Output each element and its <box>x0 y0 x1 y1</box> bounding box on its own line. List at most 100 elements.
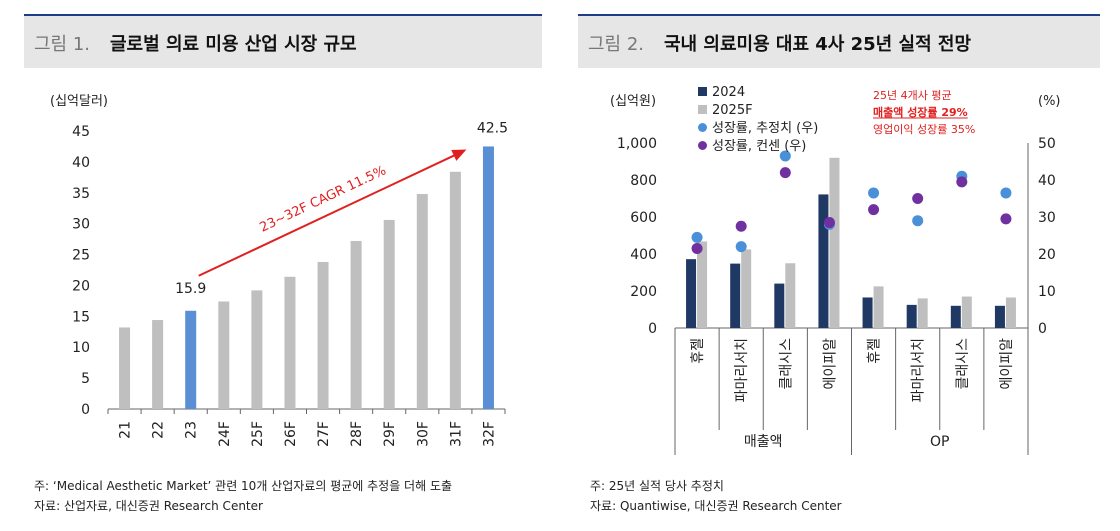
chart1-bar-21 <box>119 327 131 409</box>
chart2-bar-2024-4 <box>862 297 873 328</box>
chart1-xtick-label: 29F <box>382 421 398 447</box>
chart1-bar-28F <box>350 240 362 409</box>
chart1-bar-22 <box>152 320 164 409</box>
chart2-legend-label-2025f: 2025F <box>712 103 753 118</box>
chart2-legend-marker-2024 <box>698 87 707 96</box>
chart1-xtick-label: 23 <box>184 421 200 439</box>
figure2-header: 그림 2. 국내 의료미용 대표 4사 25년 실적 전망 <box>578 14 1100 68</box>
chart2-annotation-line-2: 매출액 성장률 29% <box>873 105 968 119</box>
chart2-category-label: 클래시스 <box>955 338 971 390</box>
chart2-legend-label-2024: 2024 <box>712 85 745 100</box>
chart2-bar-2024-0 <box>686 259 697 328</box>
chart2-left-tick-label: 800 <box>630 173 657 189</box>
chart2-legend-marker-estimate <box>698 123 707 132</box>
chart1-cagr-annotation: 23~32F CAGR 11.5% <box>258 163 389 235</box>
chart1-xtick-label: 32F <box>481 421 497 447</box>
chart2-point-consensus-1 <box>735 220 747 232</box>
figure2-panel: 그림 2. 국내 의료미용 대표 4사 25년 실적 전망 (십억원) (%) 0 2… <box>560 0 1120 531</box>
chart2-bar-2025f-6 <box>961 296 972 328</box>
chart1-bar-30F <box>416 194 428 409</box>
figure2-label: 그림 2. <box>588 34 645 55</box>
chart1-bar-32F <box>482 146 494 409</box>
chart2-point-estimate-7 <box>1000 187 1012 199</box>
chart1-xtick-label: 26F <box>283 421 299 447</box>
chart1-cagr-arrow-line <box>198 152 459 277</box>
chart2-point-consensus-0 <box>691 242 703 254</box>
chart1-xtick-label: 21 <box>118 421 134 439</box>
chart2-left-tick-label: 1,000 <box>617 136 657 152</box>
chart1-xtick-label: 28F <box>349 421 365 447</box>
chart2-bar-2025f-3 <box>829 157 840 328</box>
chart2-bar-2024-3 <box>818 194 829 328</box>
chart2-point-consensus-6 <box>956 176 968 188</box>
chart2-point-estimate-1 <box>735 241 747 253</box>
figure2-title: 국내 의료미용 대표 4사 25년 실적 전망 <box>664 34 972 55</box>
chart2-left-tick-label: 0 <box>648 321 657 337</box>
chart2-category-label: 휴젤 <box>867 338 883 364</box>
figure1-footnote: 주: ‘Medical Aesthetic Market’ 관련 10개 산업자… <box>34 479 453 493</box>
chart2-point-consensus-5 <box>912 193 924 204</box>
chart2-point-consensus-3 <box>823 217 835 229</box>
chart2-bar-2025f-0 <box>697 241 708 328</box>
chart2-point-consensus-4 <box>868 204 880 216</box>
chart2-category-label: 휴젤 <box>690 338 706 364</box>
chart2-point-consensus-2 <box>779 167 791 179</box>
chart1-ytick-label: 35 <box>72 186 90 202</box>
figure1-source: 자료: 산업자료, 대신증권 Research Center <box>34 499 263 513</box>
chart1-bar-25F <box>251 290 263 409</box>
chart1-ytick-label: 40 <box>72 155 90 171</box>
figure2-footnote: 주: 25년 실적 당사 추정치 <box>590 479 724 493</box>
chart1-ytick-label: 25 <box>72 248 90 264</box>
chart1-ytick-label: 10 <box>72 340 90 356</box>
chart2-annotation-line-1: 25년 4개사 평균 <box>873 89 952 102</box>
chart1-xtick-label: 24F <box>217 421 233 447</box>
figure1-title: 글로벌 의료 미용 산업 시장 규모 <box>110 34 357 55</box>
figure1-header: 그림 1. 글로벌 의료 미용 산업 시장 규모 <box>24 14 542 68</box>
chart1-ytick-label: 45 <box>72 124 90 140</box>
chart2-right-tick-label: 0 <box>1038 321 1047 337</box>
chart2-bar-2024-5 <box>906 304 917 328</box>
chart1-data-label-23: 15.9 <box>175 281 206 297</box>
chart2-legend-label-consensus: 성장률, 컨센 (우) <box>712 139 806 154</box>
chart1-xtick-label: 25F <box>250 421 266 447</box>
chart2-category-label: 파마리서치 <box>911 338 927 402</box>
chart1-ytick-label: 30 <box>72 217 90 233</box>
chart2-bar-2024-6 <box>950 305 961 328</box>
chart1-ytick-label: 15 <box>72 309 90 325</box>
chart2-right-tick-label: 40 <box>1038 173 1056 189</box>
chart2-left-tick-label: 200 <box>630 284 657 300</box>
chart2-right-tick-label: 10 <box>1038 284 1056 300</box>
chart1-ytick-label: 20 <box>72 278 90 294</box>
chart2-left-tick-label: 400 <box>630 247 657 263</box>
chart2-group-label-1: OP <box>930 434 949 450</box>
figure2-source: 자료: Quantiwise, 대신증권 Research Center <box>590 499 842 513</box>
chart1-ytick-label: 0 <box>81 402 90 418</box>
chart2-point-consensus-7 <box>1000 213 1012 225</box>
chart2-right-unit: (%) <box>1038 94 1061 109</box>
chart1-xtick-label: 22 <box>151 421 167 439</box>
chart2-left-unit: (십억원) <box>610 94 656 109</box>
chart2-bar-2024-7 <box>994 305 1005 328</box>
chart2-point-estimate-2 <box>779 150 791 162</box>
chart2-right-tick-label: 20 <box>1038 247 1056 263</box>
chart1-xtick-label: 27F <box>316 421 332 447</box>
chart2-bar-2025f-1 <box>741 249 752 328</box>
chart2-left-tick-label: 600 <box>630 210 657 226</box>
chart1-bar-23 <box>185 310 197 409</box>
chart2-bar-2024-2 <box>774 283 785 328</box>
figure1-panel: 그림 1. 글로벌 의료 미용 산업 시장 규모 (십억달러) 0 5 10 15 20 2… <box>24 14 542 513</box>
chart1-bar-29F <box>383 219 395 409</box>
chart1-cagr-arrow-head <box>451 149 467 161</box>
chart1-bar-27F <box>317 261 329 409</box>
chart2-point-estimate-4 <box>868 187 880 199</box>
chart2-bar-2025f-2 <box>785 263 796 328</box>
chart2-right-tick-label: 50 <box>1038 136 1056 152</box>
figure2-chart: (십억원) (%) 0 200 400 600 800 1,000 0 10 20 30 40 50 휴젤 파… <box>610 85 1061 455</box>
chart2-bar-2025f-7 <box>1005 297 1016 328</box>
chart1-data-label-32F: 42.5 <box>477 120 508 136</box>
chart1-xtick-label: 31F <box>448 421 464 447</box>
chart1-bar-26F <box>284 276 296 409</box>
chart2-point-estimate-0 <box>691 231 703 243</box>
chart1-ytick-label: 5 <box>81 371 90 387</box>
chart2-right-tick-label: 30 <box>1038 210 1056 226</box>
